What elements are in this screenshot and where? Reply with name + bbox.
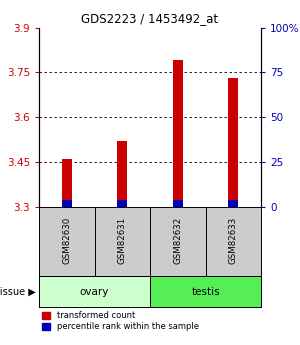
Bar <box>62 200 72 207</box>
Text: testis: testis <box>191 287 220 296</box>
Legend: transformed count, percentile rank within the sample: transformed count, percentile rank withi… <box>42 311 199 331</box>
Bar <box>228 200 238 207</box>
Text: GSM82633: GSM82633 <box>229 217 238 264</box>
Text: GSM82632: GSM82632 <box>173 217 182 264</box>
Bar <box>173 200 183 207</box>
Text: GSM82631: GSM82631 <box>118 217 127 264</box>
Bar <box>173 60 183 207</box>
Bar <box>150 276 261 307</box>
Bar <box>228 78 238 207</box>
Title: GDS2223 / 1453492_at: GDS2223 / 1453492_at <box>81 12 219 25</box>
Bar <box>62 159 72 207</box>
Text: GSM82630: GSM82630 <box>62 217 71 264</box>
Text: ovary: ovary <box>80 287 109 296</box>
Bar <box>117 200 127 207</box>
Text: tissue ▶: tissue ▶ <box>0 287 36 296</box>
Bar <box>39 276 150 307</box>
Bar <box>117 141 127 207</box>
